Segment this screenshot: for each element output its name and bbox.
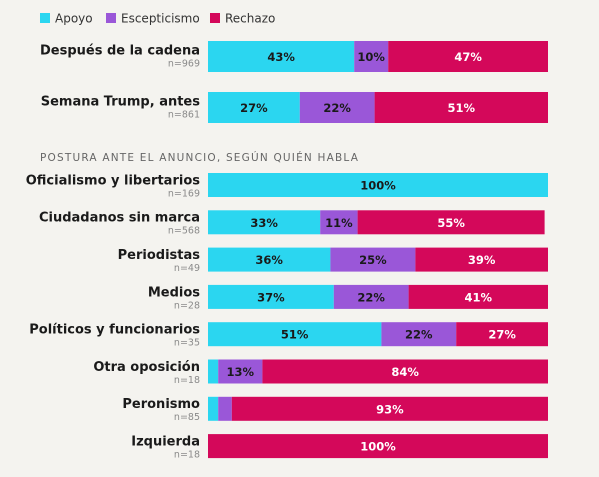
value-label: 47%: [454, 50, 482, 64]
bar-segment: [374, 92, 548, 123]
value-label: 11%: [325, 216, 353, 230]
value-label: 13%: [227, 365, 255, 379]
value-label: 41%: [465, 290, 493, 304]
category-label: Medios: [148, 285, 200, 300]
sample-size: n=18: [174, 375, 200, 386]
value-label: 39%: [468, 253, 496, 267]
bar-segment: [330, 247, 416, 272]
bar-segment: [208, 322, 382, 347]
sample-size: n=568: [168, 226, 200, 237]
sample-size: n=85: [174, 412, 200, 423]
legend-label: Escepticismo: [121, 12, 200, 26]
bar-segment: [208, 173, 548, 197]
category-label: Periodistas: [118, 248, 201, 263]
bar-segment: [218, 396, 232, 421]
bar-segment: [208, 284, 334, 309]
bar-segment: [231, 396, 549, 421]
bar-segment: [208, 434, 548, 459]
value-label: 55%: [437, 216, 465, 230]
category-label: Otra oposición: [93, 360, 200, 375]
bar-segment: [357, 210, 545, 235]
sample-size: n=35: [174, 338, 200, 349]
value-label: 10%: [357, 50, 385, 64]
category-label: Ciudadanos sin marca: [39, 211, 200, 226]
sample-size: n=49: [174, 263, 200, 274]
legend-swatch: [40, 13, 50, 23]
category-label: Izquierda: [131, 435, 200, 450]
value-label: 37%: [257, 290, 285, 304]
bar-segment: [208, 41, 355, 72]
bar-segment: [208, 92, 300, 123]
category-label: Semana Trump, antes: [41, 95, 201, 110]
legend-swatch: [210, 13, 220, 23]
value-label: 27%: [240, 101, 268, 115]
bar-segment: [354, 41, 389, 72]
legend-swatch: [106, 13, 116, 23]
value-label: 22%: [405, 328, 433, 342]
bar-segment: [208, 210, 321, 235]
value-label: 33%: [250, 216, 278, 230]
value-label: 100%: [360, 440, 396, 454]
bar-segment: [208, 247, 331, 272]
sample-size: n=18: [174, 450, 200, 461]
value-label: 22%: [357, 290, 385, 304]
value-label: 93%: [376, 402, 404, 416]
section-title: POSTURA ANTE EL ANUNCIO, SEGÚN QUIÉN HAB…: [40, 151, 359, 164]
value-label: 36%: [255, 253, 283, 267]
bar-segment: [415, 247, 548, 272]
bar-segment: [408, 284, 548, 309]
bar-segment: [333, 284, 409, 309]
value-label: 25%: [359, 253, 387, 267]
value-label: 100%: [360, 179, 396, 193]
legend-label: Rechazo: [225, 12, 275, 26]
value-label: 51%: [448, 101, 476, 115]
value-label: 84%: [391, 365, 419, 379]
bar-segment: [299, 92, 375, 123]
value-label: 51%: [281, 328, 309, 342]
legend-label: Apoyo: [55, 12, 93, 26]
category-label: Políticos y funcionarios: [29, 323, 200, 338]
sample-size: n=169: [168, 188, 200, 199]
bar-segment: [208, 359, 219, 384]
bar-segment: [262, 359, 548, 384]
sample-size: n=861: [168, 110, 200, 121]
bar-segment: [456, 322, 548, 347]
value-label: 43%: [267, 50, 295, 64]
bar-segment: [388, 41, 548, 72]
sample-size: n=969: [168, 59, 200, 70]
value-label: 27%: [488, 328, 516, 342]
category-label: Después de la cadena: [40, 44, 200, 59]
sample-size: n=28: [174, 300, 200, 311]
bar-segment: [208, 396, 219, 421]
category-label: Peronismo: [122, 397, 200, 412]
category-label: Oficialismo y libertarios: [26, 173, 201, 188]
value-label: 22%: [323, 101, 351, 115]
bar-segment: [218, 359, 263, 384]
bar-segment: [381, 322, 457, 347]
bar-segment: [320, 210, 358, 235]
